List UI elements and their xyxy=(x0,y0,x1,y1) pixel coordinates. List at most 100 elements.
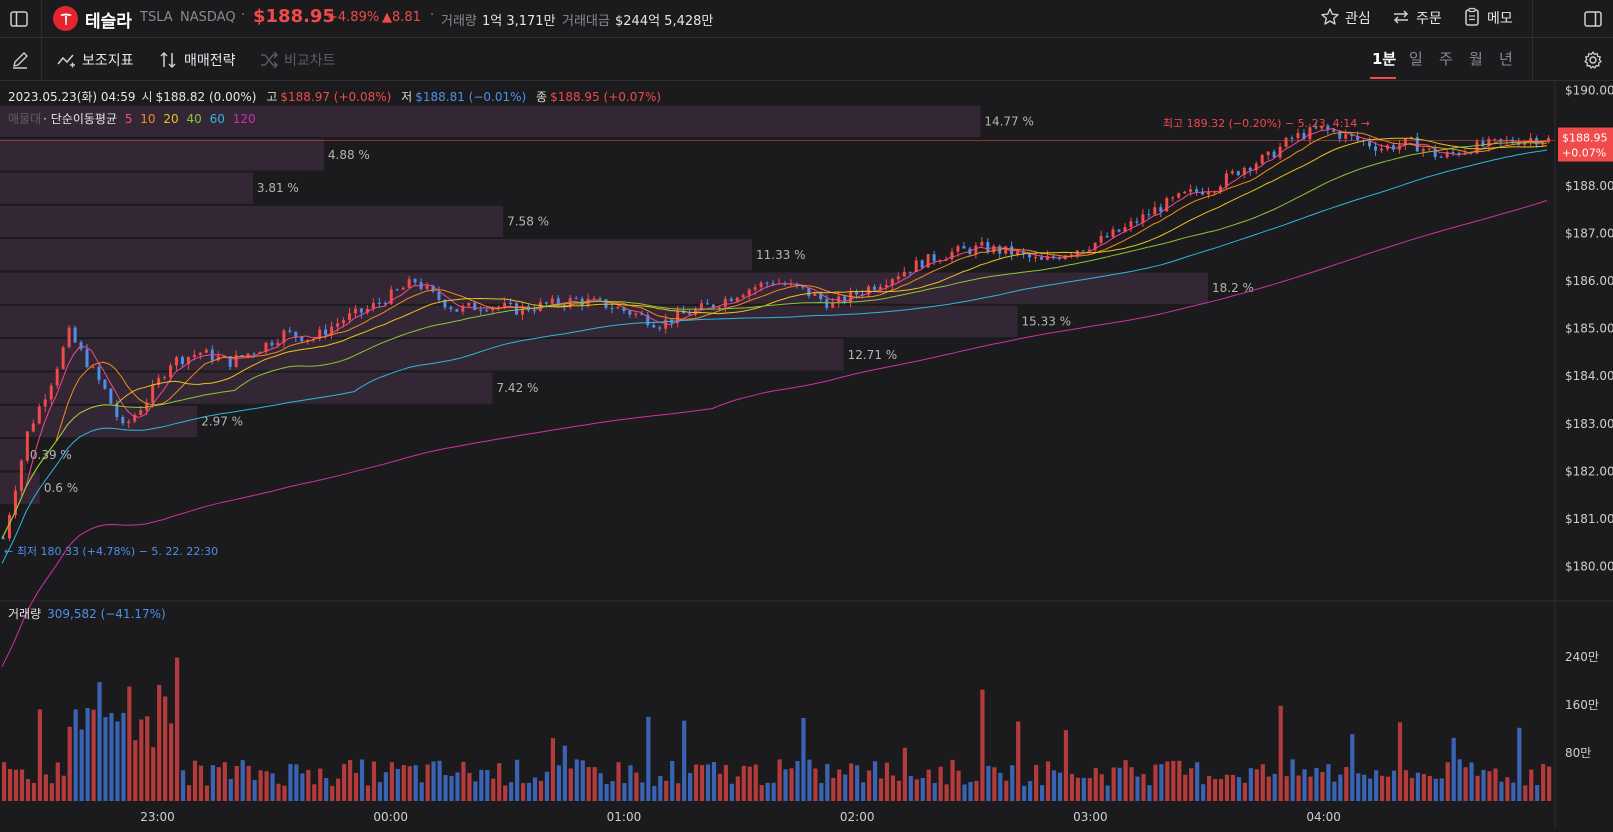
volume-bar xyxy=(998,772,1003,801)
volume-bar xyxy=(79,729,84,801)
timeframe-tab-4[interactable]: 월 xyxy=(1469,50,1483,68)
timeframe-tab-3[interactable]: 주 xyxy=(1439,50,1453,68)
volume-bar xyxy=(1338,774,1343,801)
candle-body xyxy=(252,353,256,355)
volume-bar xyxy=(1266,776,1271,801)
volume-bar xyxy=(783,769,788,801)
open-value: $188.82 (0.00%) xyxy=(155,90,257,104)
volume-bar xyxy=(85,708,90,801)
current-price-tag xyxy=(1558,127,1613,162)
exchange-arrows-icon[interactable] xyxy=(1390,6,1412,28)
ma-period-10: 10 xyxy=(140,112,156,126)
volume-axis-label: 80만 xyxy=(1565,746,1591,760)
volume-bar xyxy=(855,765,860,801)
sidebar-toggle-icon[interactable] xyxy=(8,8,30,30)
volume-bar xyxy=(1433,778,1438,801)
candle-body xyxy=(13,490,17,516)
strategy-button[interactable]: 매매전략 xyxy=(184,53,236,69)
sma-label[interactable]: · 단순이동평균 xyxy=(43,112,117,126)
volume-profile-label: 2.97 % xyxy=(201,414,243,428)
volume-bar xyxy=(413,765,418,801)
volume-bar xyxy=(1415,772,1420,801)
price-chart[interactable]: 14.77 % 4.88 % 3.81 % 7.58 % 11.33 % 18.2 % 15… xyxy=(0,81,1613,828)
indicators-button[interactable]: 보조지표 xyxy=(82,53,134,69)
candle-body xyxy=(1254,163,1258,171)
watch-button[interactable]: 관심 xyxy=(1345,11,1371,27)
volume-bar xyxy=(1391,770,1397,801)
volume-bar xyxy=(688,773,693,801)
volume-bar xyxy=(461,761,466,801)
volume-bar xyxy=(592,767,597,801)
memo-icon[interactable] xyxy=(1461,6,1483,28)
volume-bar xyxy=(1278,705,1283,801)
candle-body xyxy=(1207,192,1211,195)
candle-body xyxy=(258,351,262,354)
change-percent: +4.89% xyxy=(327,10,380,25)
candle-body xyxy=(932,254,936,262)
tesla-logo-icon xyxy=(53,6,78,31)
volume-bar xyxy=(759,785,764,801)
candle-body xyxy=(658,327,662,329)
order-button[interactable]: 주문 xyxy=(1416,11,1442,27)
candle-body xyxy=(1004,246,1008,254)
timeframe-tab-5[interactable]: 년 xyxy=(1499,50,1513,68)
volume-bar xyxy=(437,760,442,801)
candle-body xyxy=(37,406,41,424)
candle-body xyxy=(115,403,119,417)
high-annotation: 최고 189.32 (−0.20%) − 5. 23. 4:14 → xyxy=(1163,117,1370,130)
close-label: 종 xyxy=(536,90,548,104)
ma-period-60: 60 xyxy=(209,112,225,126)
pencil-icon[interactable] xyxy=(9,49,31,71)
memo-button[interactable]: 메모 xyxy=(1487,11,1513,27)
volume-bar xyxy=(133,740,138,801)
indicator-icon[interactable] xyxy=(55,49,77,71)
candle-body xyxy=(1499,138,1503,141)
volume-bar xyxy=(1111,767,1116,801)
candle-body xyxy=(497,306,501,308)
volume-bar xyxy=(258,770,263,801)
shuffle-icon xyxy=(258,49,280,71)
candle-body xyxy=(1260,155,1264,164)
volume-bar xyxy=(1153,764,1158,801)
candle-body xyxy=(407,279,411,288)
candle-body xyxy=(365,308,369,313)
candle-body xyxy=(1087,249,1091,251)
volume-bar xyxy=(264,771,269,801)
volume-bar xyxy=(580,760,585,801)
candle-body xyxy=(1457,152,1461,155)
volume-bar xyxy=(968,781,973,801)
candle-body xyxy=(55,368,59,386)
volume-bar xyxy=(359,759,365,801)
chart-area[interactable]: 14.77 % 4.88 % 3.81 % 7.58 % 11.33 % 18.2 % 15… xyxy=(0,81,1613,828)
volume-bar xyxy=(1039,785,1045,801)
volume-bar xyxy=(115,721,120,801)
timeframe-tab-1[interactable]: 1분 xyxy=(1372,50,1397,68)
price-axis-label: $181.00 xyxy=(1565,512,1613,526)
right-panel-toggle-icon[interactable] xyxy=(1582,8,1604,30)
strategy-icon[interactable] xyxy=(157,49,179,71)
candle-body xyxy=(1039,257,1043,260)
volume-bar xyxy=(1248,768,1253,801)
volume-bar xyxy=(240,760,245,801)
candle-body xyxy=(1529,137,1533,141)
candle-body xyxy=(49,385,53,400)
candle-body xyxy=(866,286,870,295)
candle-body xyxy=(1135,221,1139,223)
candle-body xyxy=(264,342,268,352)
timeframe-tab-2[interactable]: 일 xyxy=(1409,50,1423,68)
candle-body xyxy=(133,414,137,422)
gear-icon[interactable] xyxy=(1582,49,1604,71)
candle-body xyxy=(890,279,894,286)
volume-bar xyxy=(1218,779,1224,801)
candle-body xyxy=(1475,141,1479,154)
volume-bar xyxy=(252,780,257,801)
volume-bar xyxy=(455,772,460,801)
candle-body xyxy=(1159,207,1163,212)
volume-bar xyxy=(1308,776,1313,801)
volume-bar xyxy=(473,781,478,801)
candle-body xyxy=(509,303,513,305)
candle-body xyxy=(819,293,823,300)
star-icon[interactable] xyxy=(1319,6,1341,28)
time-axis-label: 03:00 xyxy=(1073,810,1108,824)
volume-profile-label[interactable]: 매물대 xyxy=(8,112,42,126)
